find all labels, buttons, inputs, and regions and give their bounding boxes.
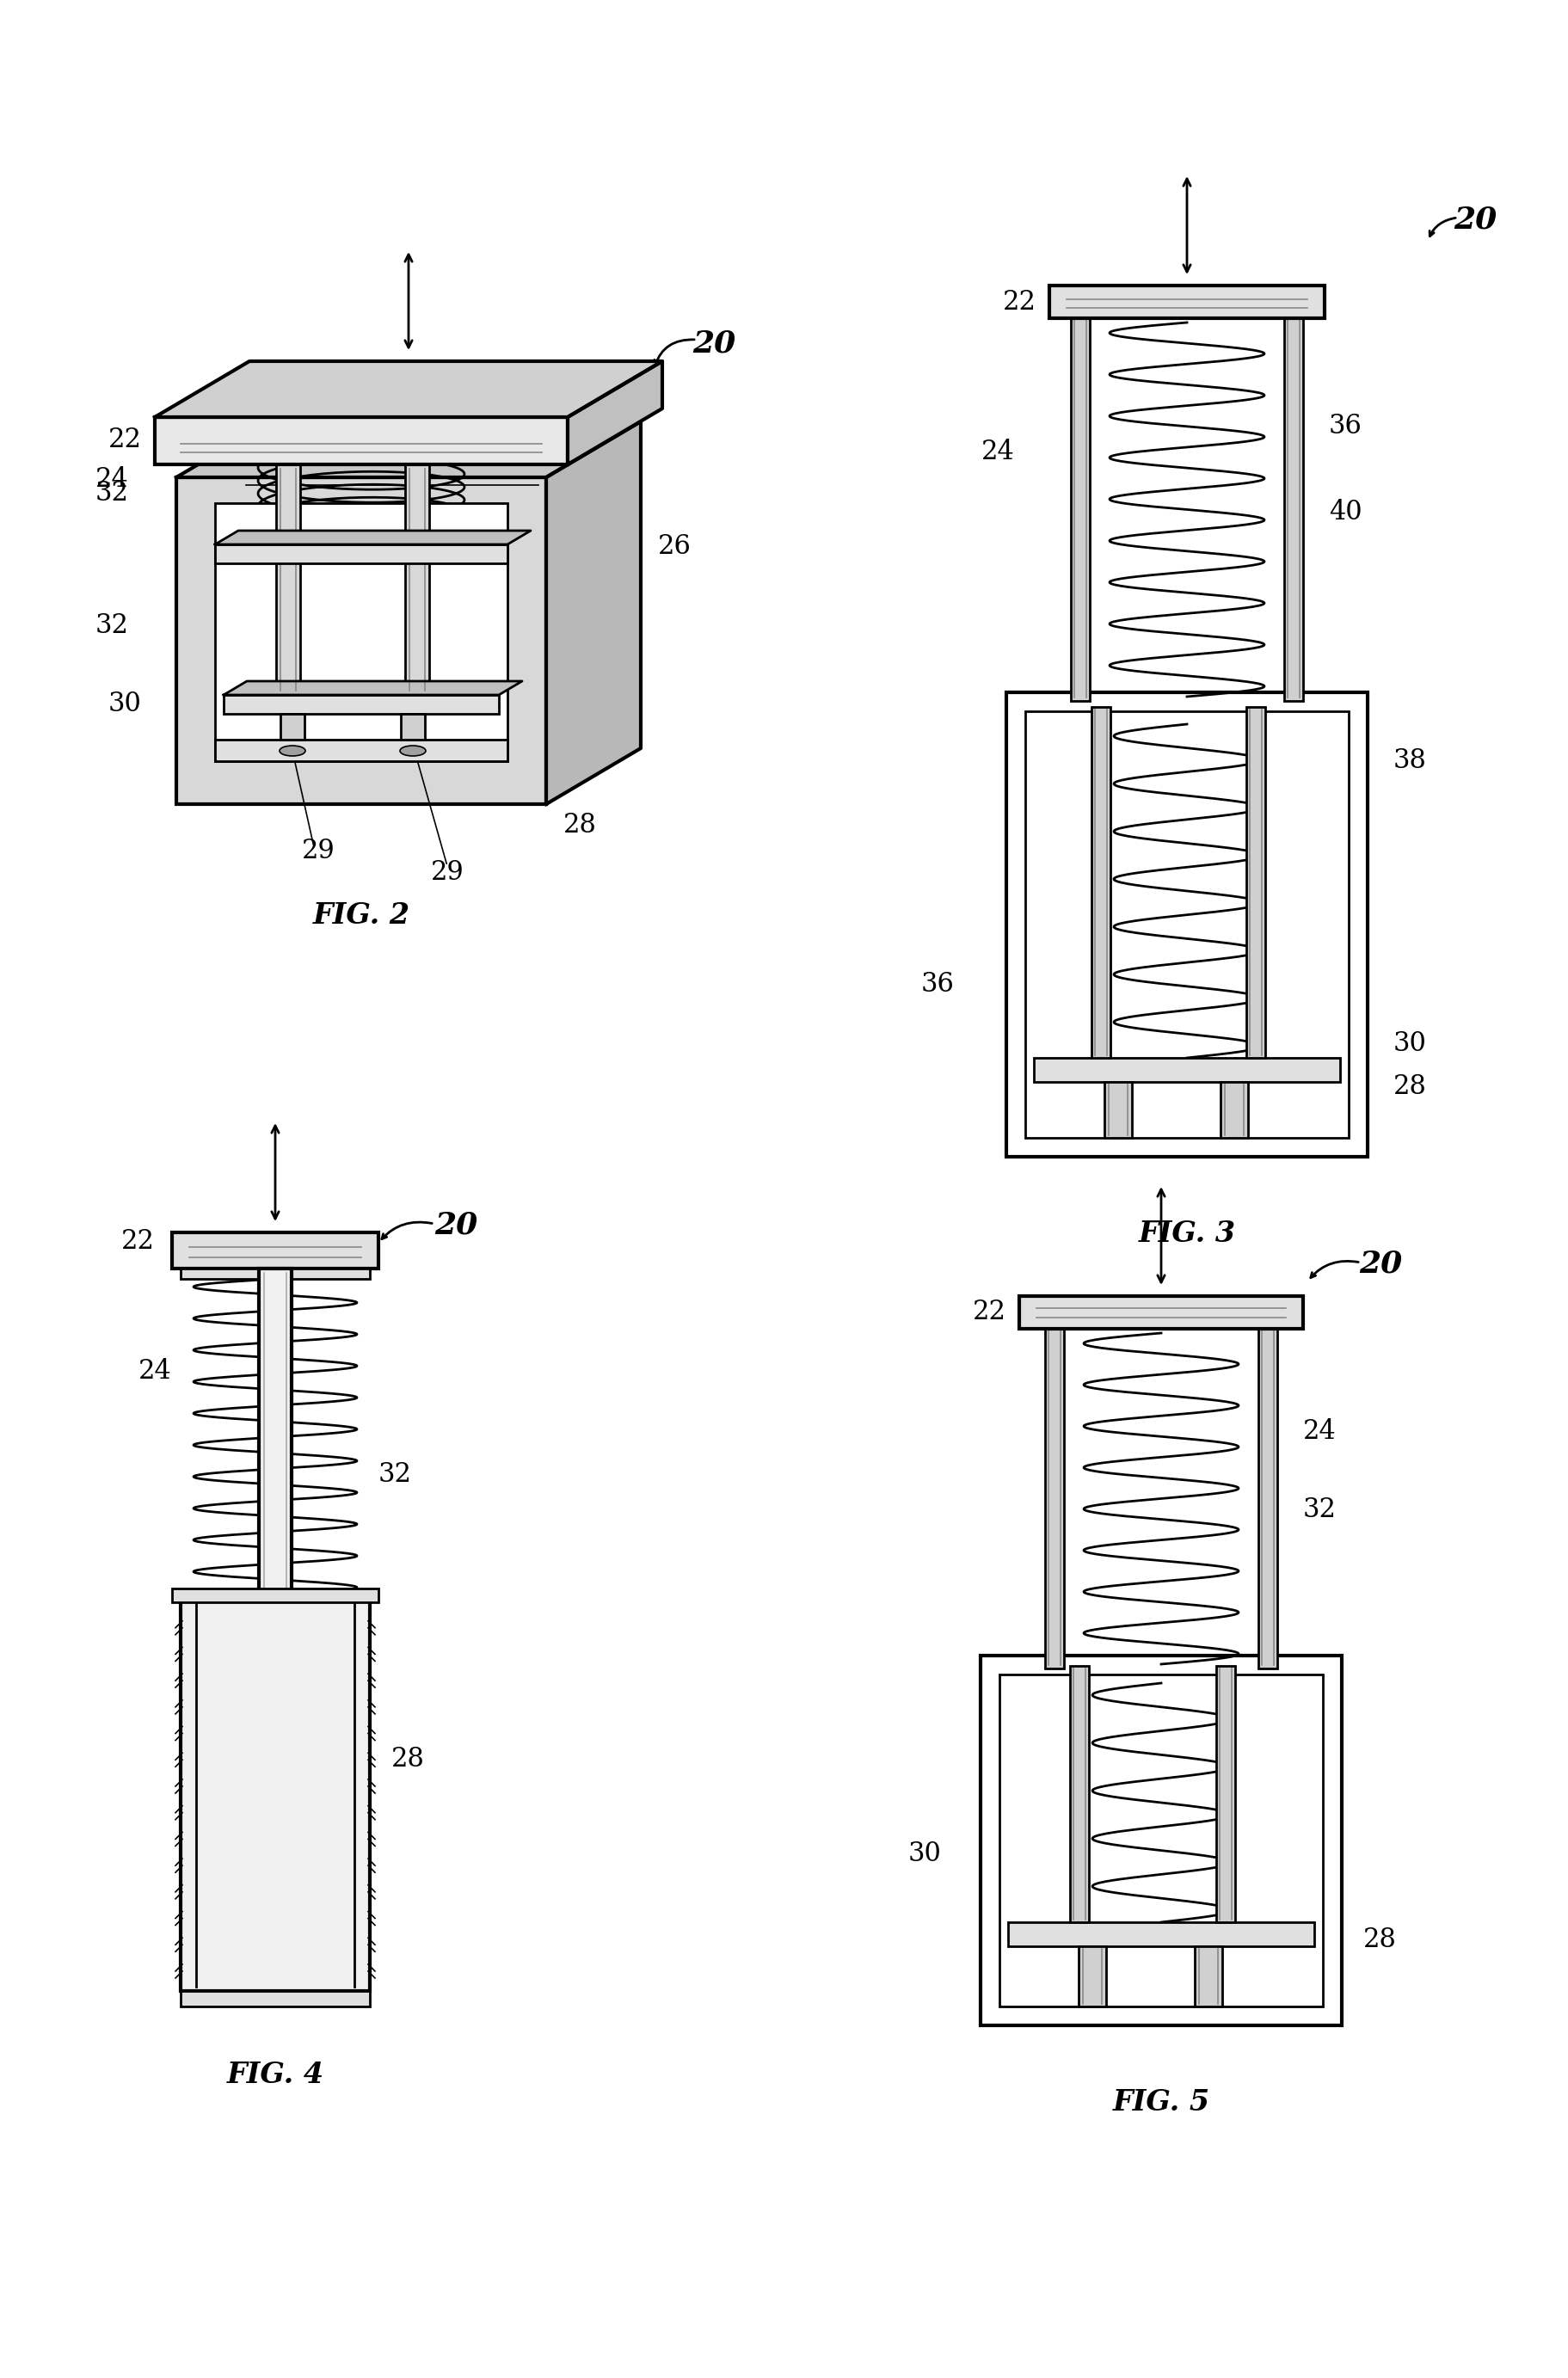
Text: 29: 29 (430, 858, 464, 887)
Bar (980, 1655, 1341, 2026)
Bar (180, 1596, 370, 1990)
Text: 24: 24 (138, 1358, 172, 1384)
Bar (1220, 1082, 1248, 1137)
Bar (224, 694, 499, 713)
Bar (1044, 1298, 1063, 1669)
Text: 30: 30 (108, 692, 141, 718)
Ellipse shape (400, 747, 425, 756)
Text: 32: 32 (96, 614, 129, 640)
Text: 38: 38 (1392, 747, 1425, 775)
Bar (1245, 706, 1264, 1058)
Text: 32: 32 (96, 480, 129, 507)
Bar (276, 459, 299, 694)
Polygon shape (176, 421, 640, 478)
Bar (1008, 1921, 1314, 1945)
Bar (400, 713, 425, 740)
Text: 30: 30 (1392, 1030, 1425, 1058)
Polygon shape (568, 361, 662, 464)
Bar (176, 478, 546, 804)
Bar (281, 713, 304, 740)
Text: 24: 24 (1303, 1420, 1336, 1446)
Text: 36: 36 (920, 970, 955, 999)
Bar (1049, 285, 1323, 319)
Text: 22: 22 (121, 1229, 155, 1256)
Bar (1005, 692, 1367, 1156)
Bar (999, 1674, 1322, 2007)
Bar (1215, 1667, 1234, 1921)
Polygon shape (224, 680, 522, 694)
Bar (1284, 288, 1303, 702)
Text: 32: 32 (378, 1462, 412, 1489)
Bar (172, 1232, 378, 1267)
Text: 30: 30 (908, 1841, 941, 1867)
Text: 36: 36 (1328, 411, 1361, 440)
Text: 22: 22 (108, 428, 141, 454)
Text: FIG. 3: FIG. 3 (1138, 1220, 1236, 1248)
Text: 20: 20 (1358, 1248, 1402, 1279)
Polygon shape (546, 421, 640, 804)
Text: FIG. 2: FIG. 2 (312, 901, 409, 930)
Bar (1079, 1945, 1105, 2007)
Bar (1019, 1296, 1303, 1329)
Bar (1195, 1945, 1221, 2007)
Bar (1104, 1082, 1131, 1137)
Text: 29: 29 (301, 837, 334, 866)
Text: 28: 28 (1392, 1075, 1425, 1101)
Bar (215, 545, 506, 564)
Bar (259, 1267, 292, 1596)
Text: 26: 26 (657, 533, 691, 559)
Text: FIG. 5: FIG. 5 (1112, 2088, 1209, 2116)
Text: 24: 24 (96, 466, 129, 492)
Bar (1071, 288, 1090, 702)
Text: 20: 20 (1454, 205, 1496, 233)
Bar (1033, 1058, 1339, 1082)
Bar (1025, 711, 1348, 1137)
Text: 28: 28 (390, 1745, 425, 1772)
Text: 20: 20 (691, 331, 735, 359)
Text: 22: 22 (972, 1298, 1005, 1327)
Bar (180, 1990, 370, 2007)
Ellipse shape (279, 747, 306, 756)
Text: FIG. 4: FIG. 4 (226, 2062, 323, 2090)
Text: 28: 28 (563, 813, 596, 839)
Bar (155, 416, 568, 464)
Bar (1069, 1667, 1088, 1921)
Text: 20: 20 (434, 1210, 477, 1241)
Bar (1258, 1298, 1276, 1669)
Text: 22: 22 (1002, 288, 1036, 316)
Bar (215, 504, 506, 761)
Text: 40: 40 (1328, 499, 1361, 526)
Bar (172, 1589, 378, 1603)
Polygon shape (155, 361, 662, 416)
Text: 28: 28 (1363, 1926, 1396, 1952)
Bar (405, 459, 430, 694)
Bar (180, 1267, 370, 1279)
Text: 32: 32 (1303, 1496, 1336, 1522)
Polygon shape (215, 530, 530, 545)
Text: 24: 24 (982, 438, 1014, 464)
Bar (1091, 706, 1110, 1058)
Bar (215, 740, 506, 761)
